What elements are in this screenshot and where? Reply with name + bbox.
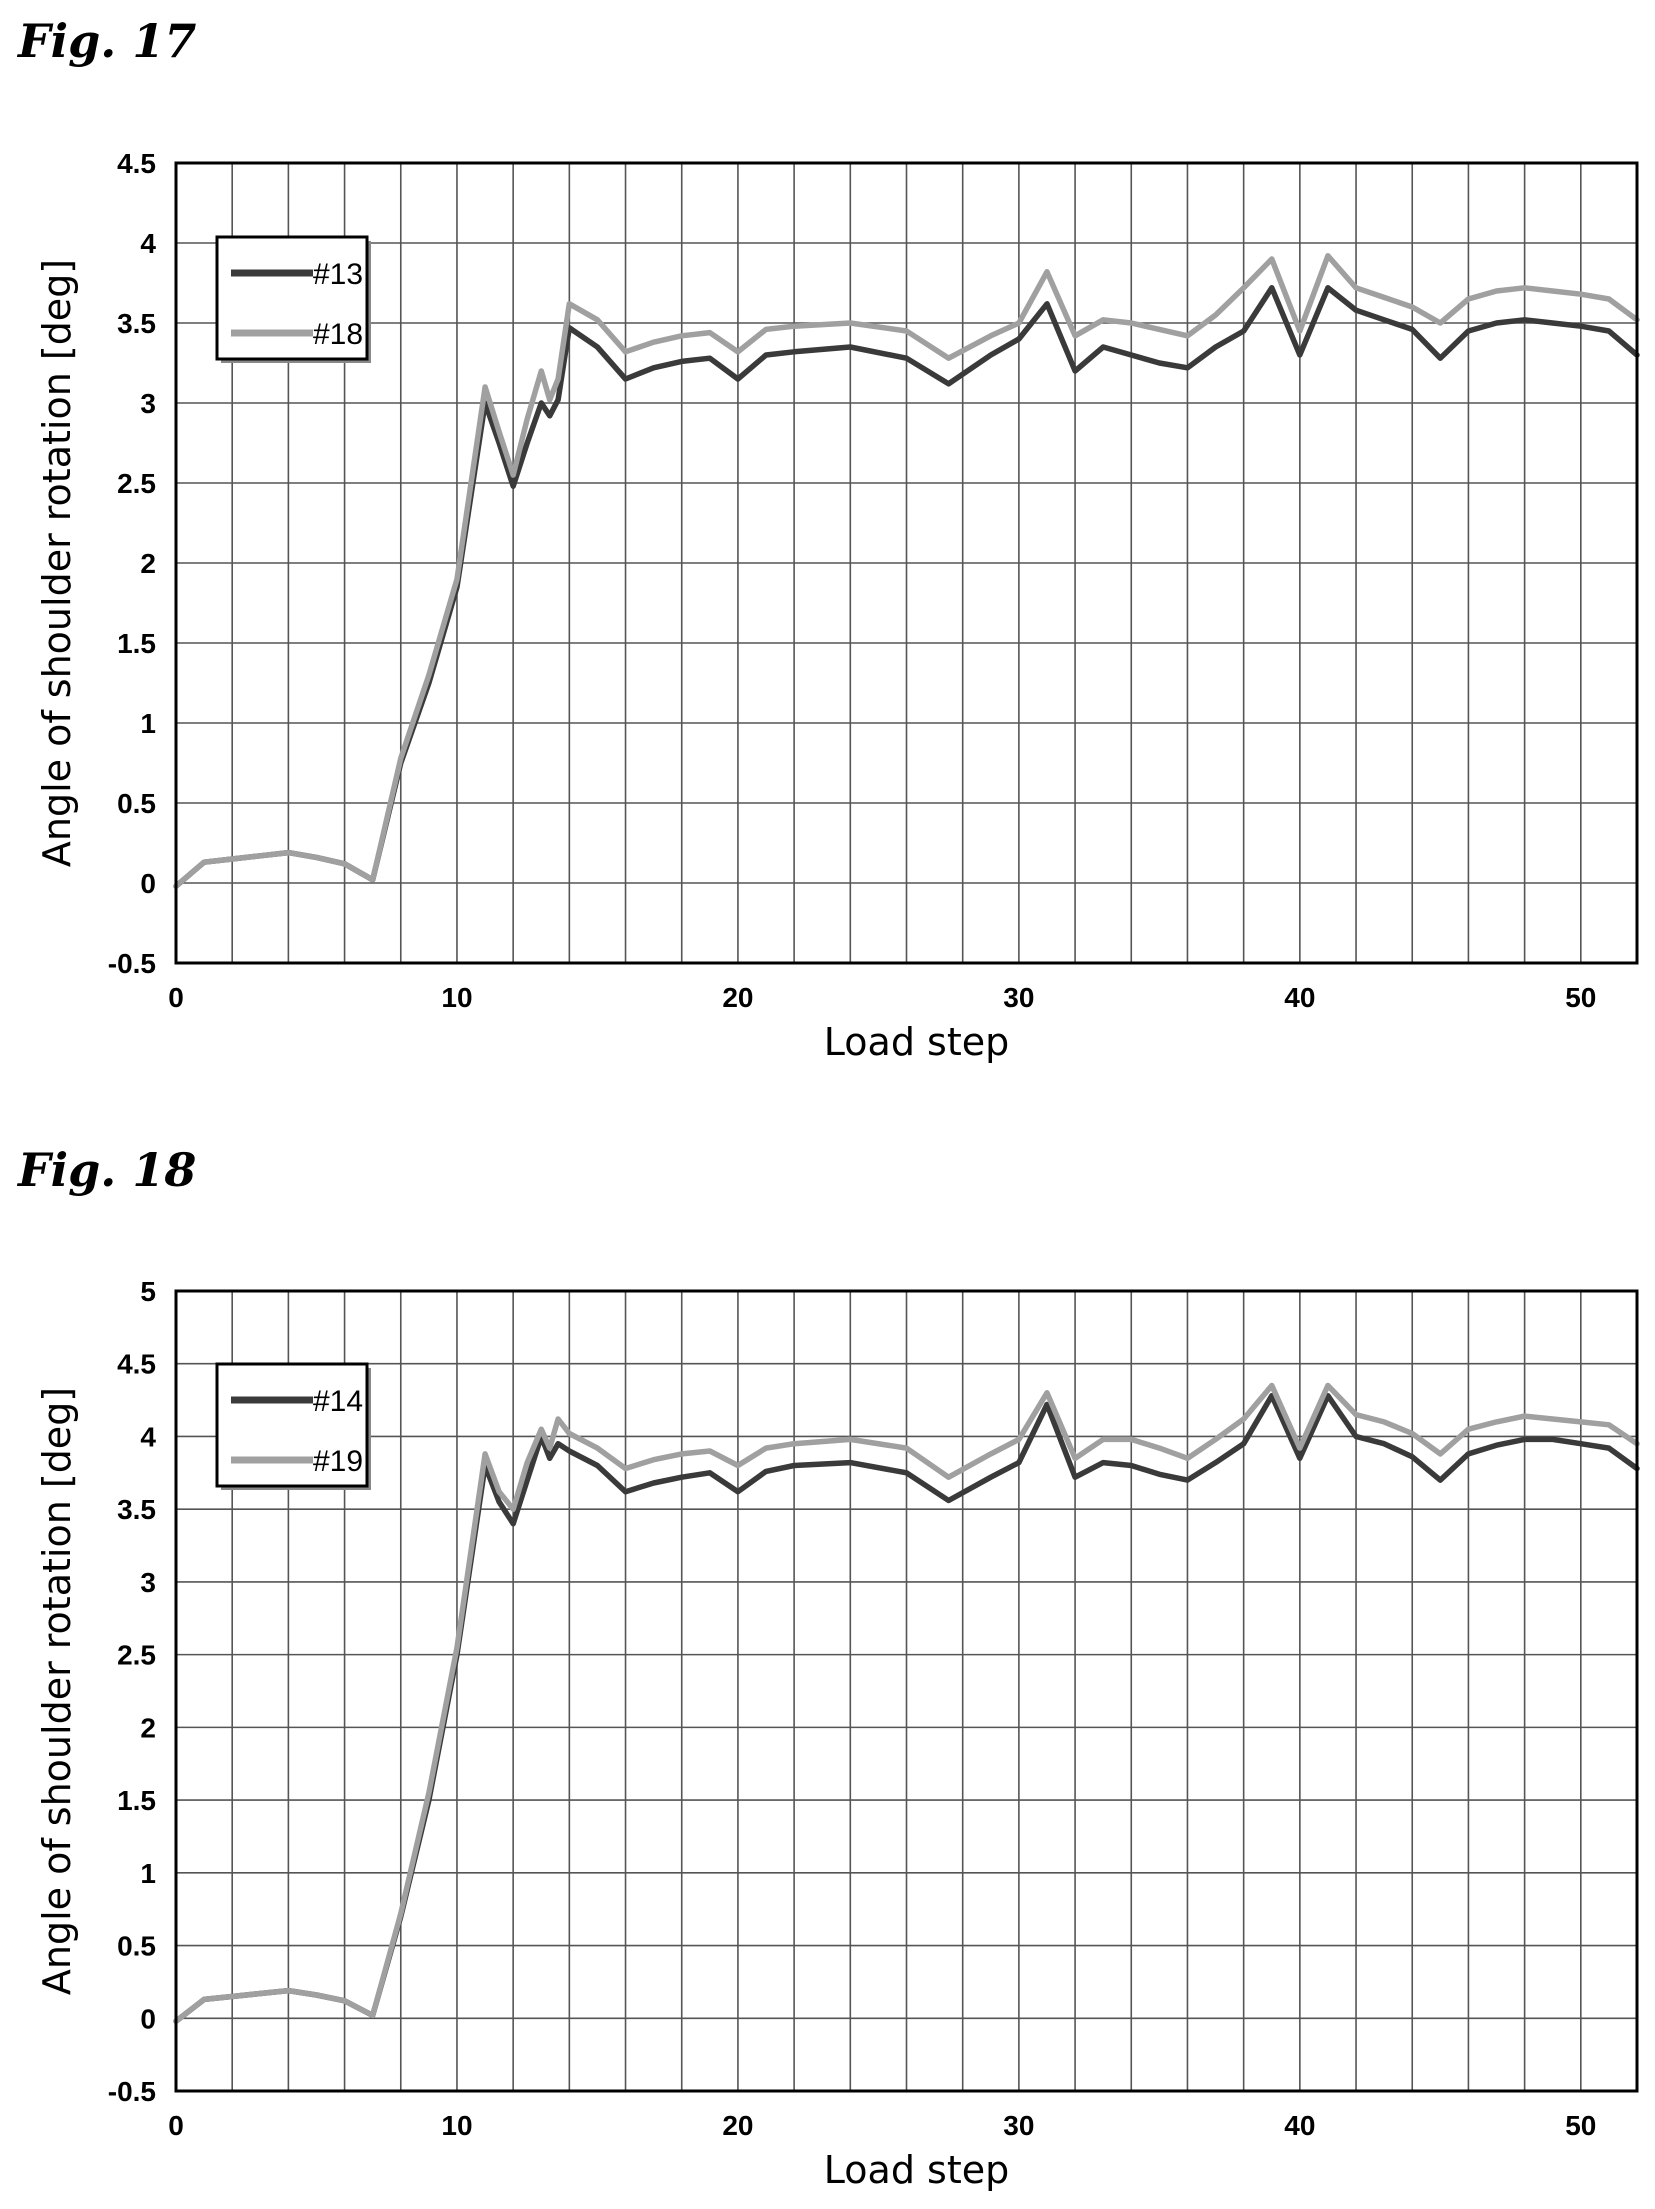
x-tick-label: 40 [1284, 2110, 1315, 2141]
x-tick-label: 40 [1284, 982, 1315, 1013]
series-line-n18 [173, 253, 1640, 889]
figure-18-chart: -0.500.511.522.533.544.550 10 20 30 40 50Load… [35, 1276, 1640, 2192]
x-tick-label: 10 [441, 982, 472, 1013]
y-tick-label: 1 [140, 708, 156, 739]
y-tick-label: 4 [140, 228, 156, 259]
x-tick-label: 0 [168, 2110, 184, 2141]
y-tick-label: 1 [140, 1858, 156, 1889]
y-tick-label: 2 [140, 1712, 156, 1743]
x-tick-label: 20 [722, 2110, 753, 2141]
y-tick-label: 3 [140, 1567, 156, 1598]
y-tick-label: 1.5 [117, 1785, 156, 1816]
x-axis-label: Load step [824, 2148, 1009, 2192]
y-tick-label: 4 [140, 1421, 156, 1452]
y-tick-label: 3 [140, 388, 156, 419]
x-tick-label: 20 [722, 982, 753, 1013]
y-tick-label: 0 [140, 868, 156, 899]
y-tick-label: 4.5 [117, 1349, 156, 1380]
y-tick-label: 5 [140, 1276, 156, 1307]
x-tick-label: 50 [1565, 982, 1596, 1013]
legend-label: #13 [313, 258, 363, 291]
legend-box [215, 235, 369, 361]
x-axis-label: Load step [824, 1020, 1009, 1064]
y-tick-label: 0 [140, 2003, 156, 2034]
x-tick-label: 10 [441, 2110, 472, 2141]
series-line-n19 [173, 1382, 1640, 2024]
legend-label: #18 [313, 318, 363, 351]
y-axis-label: Angle of shoulder rotation [deg] [35, 1387, 79, 1995]
y-axis-label: Angle of shoulder rotation [deg] [35, 259, 79, 867]
plot-frame [174, 1289, 1639, 2093]
x-tick-label: 30 [1003, 2110, 1034, 2141]
legend-label: #14 [313, 1385, 363, 1418]
figure-18-caption: Fig. 18 [18, 1143, 197, 1197]
y-tick-label: 4.5 [117, 148, 156, 179]
y-tick-label: 2.5 [117, 468, 156, 499]
figure-17-caption: Fig. 17 [18, 14, 197, 68]
x-tick-label: 0 [168, 982, 184, 1013]
legend-label: #19 [313, 1445, 363, 1478]
y-tick-label: 0.5 [117, 788, 156, 819]
plot-frame [174, 161, 1639, 965]
y-tick-label: -0.5 [108, 948, 156, 979]
y-tick-label: 1.5 [117, 628, 156, 659]
y-tick-label: -0.5 [108, 2076, 156, 2107]
y-tick-label: 3.5 [117, 1494, 156, 1525]
x-tick-label: 50 [1565, 2110, 1596, 2141]
y-tick-label: 2 [140, 548, 156, 579]
legend-box [215, 1362, 369, 1488]
y-tick-label: 2.5 [117, 1640, 156, 1671]
figure-17-chart: -0.5 0 0.5 1 1.5 2 2.5 3 3.5 4 4.5 0 10 20 30 40 50 Load … [35, 148, 1640, 1064]
y-tick-label: 0.5 [117, 1931, 156, 1962]
y-tick-label: 3.5 [117, 308, 156, 339]
x-tick-label: 30 [1003, 982, 1034, 1013]
